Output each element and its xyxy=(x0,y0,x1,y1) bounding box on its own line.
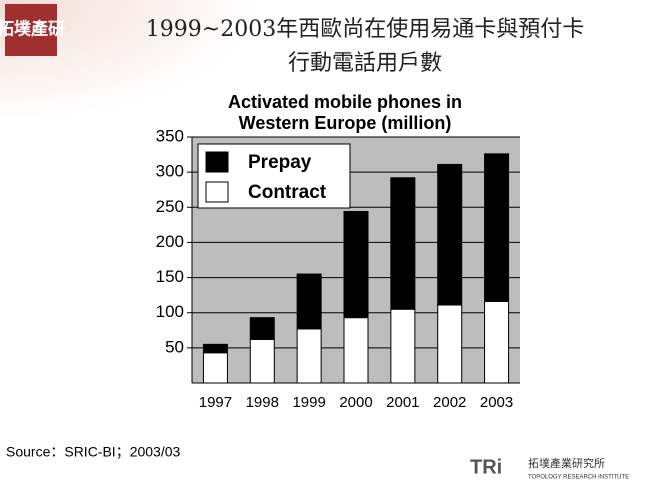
logo-text: 拓墣產研 xyxy=(0,19,65,40)
bar-segment xyxy=(437,304,463,384)
footer-name-en: TOPOLOGY RESEARCH INSTITUTE xyxy=(528,475,629,481)
bar-segment xyxy=(390,308,416,384)
x-tick-label: 1998 xyxy=(246,394,279,411)
footer-mark: TRi xyxy=(470,456,502,478)
chart-title: Western Europe (million) xyxy=(239,113,452,133)
bar-segment xyxy=(296,273,322,330)
legend-label: Prepay xyxy=(248,152,312,173)
bar-segment xyxy=(484,153,510,302)
y-tick-label: 200 xyxy=(156,232,184,251)
x-tick-label: 2003 xyxy=(480,394,513,411)
bar-segment xyxy=(343,317,369,384)
bar-segment xyxy=(343,211,369,319)
x-tick-label: 2000 xyxy=(339,394,372,411)
bar-segment xyxy=(296,328,322,384)
bar-segment xyxy=(437,163,463,306)
y-tick-label: 50 xyxy=(165,337,184,356)
y-tick-label: 300 xyxy=(156,162,184,181)
bar-segment xyxy=(249,338,275,384)
heading-line: 行動電話用戶數 xyxy=(288,51,442,76)
x-tick-label: 1997 xyxy=(199,394,232,411)
x-tick-label: 2001 xyxy=(386,394,419,411)
bar-segment xyxy=(390,177,416,310)
logo-box xyxy=(5,4,57,56)
legend-swatch xyxy=(205,151,229,173)
y-tick-label: 250 xyxy=(156,197,184,216)
chart-title: Activated mobile phones in xyxy=(228,92,462,112)
x-tick-label: 1999 xyxy=(292,394,325,411)
legend-label: Contract xyxy=(248,182,327,203)
y-tick-label: 100 xyxy=(156,302,184,321)
heading-line: 1999~2003年西歐尚在使用易通卡與預付卡 xyxy=(146,17,584,42)
y-tick-label: 350 xyxy=(156,126,184,145)
source: Source：SRIC-BI；2003/03 xyxy=(6,444,181,461)
bar-segment xyxy=(249,317,275,340)
bar-segment xyxy=(202,352,228,384)
footer-name: 拓墣產業研究所 xyxy=(528,456,605,470)
y-tick-label: 150 xyxy=(156,267,184,286)
bar-segment xyxy=(202,343,228,354)
bar-segment xyxy=(484,300,510,384)
legend-swatch xyxy=(205,181,229,203)
x-tick-label: 2002 xyxy=(433,394,466,411)
